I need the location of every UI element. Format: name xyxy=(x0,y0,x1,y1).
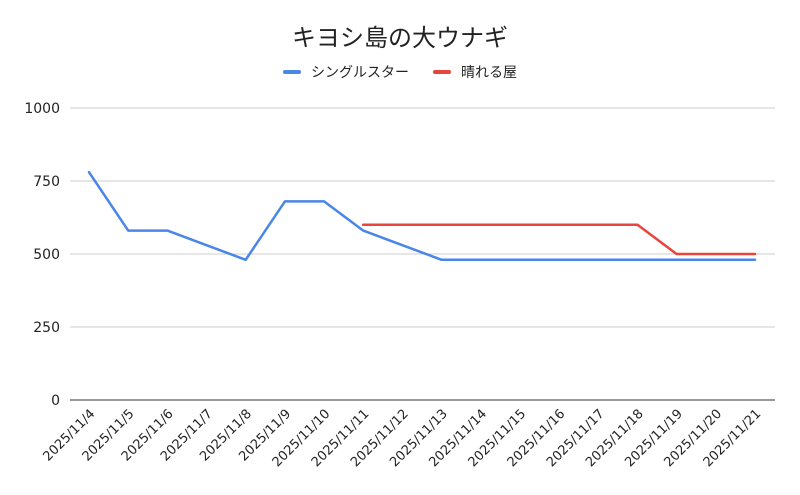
chart-title: キヨシ島の大ウナギ xyxy=(292,24,508,52)
y-tick-label-1000: 1000 xyxy=(24,101,60,117)
legend-swatch-series-1 xyxy=(283,70,301,74)
legend-swatch-series-2 xyxy=(433,70,451,74)
y-tick-label-500: 500 xyxy=(33,247,60,263)
series-line-2 xyxy=(361,223,757,256)
legend-label-series-1: シングルスター xyxy=(311,65,409,81)
y-tick-label-250: 250 xyxy=(33,320,60,336)
y-tick-label-0: 0 xyxy=(51,393,60,409)
legend-label-series-2: 晴れる屋 xyxy=(461,65,517,81)
legend: シングルスター 晴れる屋 xyxy=(0,62,800,82)
series-line-1 xyxy=(87,170,757,262)
y-tick-label-750: 750 xyxy=(33,174,60,190)
legend-item-series-1: シングルスター xyxy=(283,62,409,82)
legend-item-series-2: 晴れる屋 xyxy=(433,62,517,82)
